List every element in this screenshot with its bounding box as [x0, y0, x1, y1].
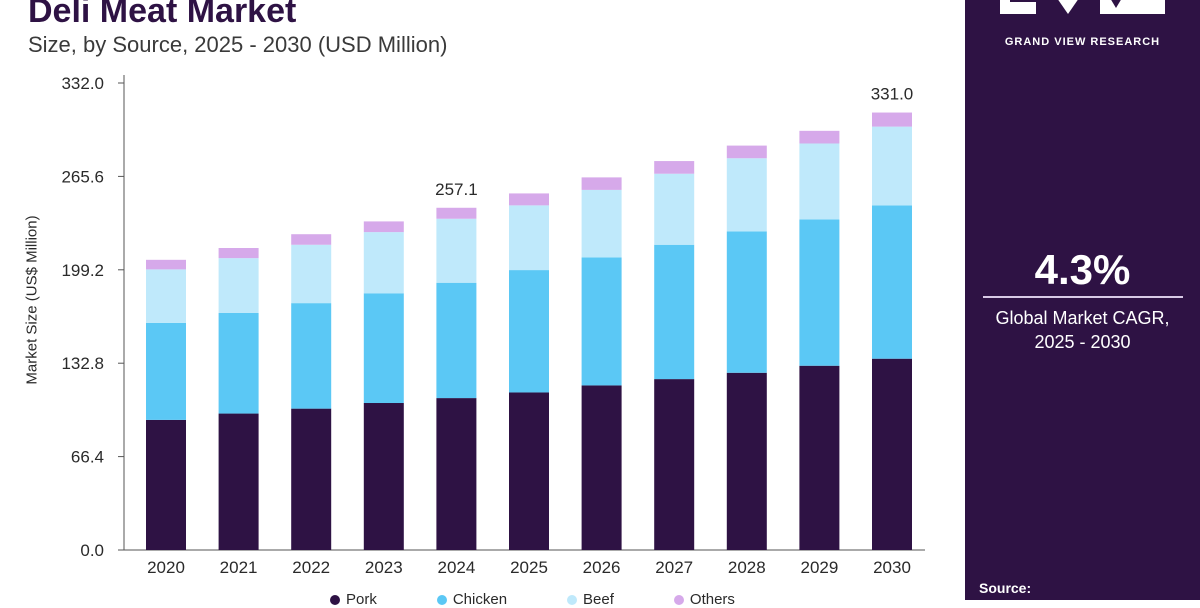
bar-beef-2025	[509, 205, 549, 271]
bar-chicken-2027	[654, 244, 695, 380]
bar-beef-2029	[799, 143, 840, 220]
divider	[983, 296, 1183, 298]
bar-pork-2022	[291, 408, 332, 550]
y-tick-label: 132.8	[61, 354, 104, 373]
grand-view-research-logo	[1000, 0, 1165, 14]
bar-chicken-2021	[218, 312, 259, 414]
x-tick-label: 2028	[728, 558, 766, 577]
bar-chicken-2028	[726, 231, 767, 373]
bar-beef-2028	[726, 158, 767, 232]
brand-name: GRAND VIEW RESEARCH	[1004, 36, 1161, 48]
bar-others-2023	[363, 221, 404, 233]
y-tick-label: 199.2	[61, 261, 104, 280]
bar-beef-2021	[218, 258, 259, 313]
x-tick-label: 2027	[655, 558, 693, 577]
data-label: 331.0	[871, 85, 914, 104]
x-tick-label: 2030	[873, 558, 911, 577]
bar-pork-2021	[218, 413, 259, 550]
bar-others-2024	[436, 207, 477, 219]
x-tick-label: 2025	[510, 558, 548, 577]
stacked-bar-chart: 0.0 66.4 132.8 199.2 265.6 332.0 2020 2021 2022 2…	[61, 74, 925, 577]
bar-beef-2030	[872, 126, 912, 206]
bar-chicken-2026	[581, 257, 622, 386]
bar-chicken-2030	[872, 205, 912, 359]
chart-subtitle: Size, by Source, 2025 - 2030 (USD Millio…	[28, 32, 448, 57]
y-tick-label: 0.0	[80, 541, 104, 560]
bar-pork-2020	[146, 419, 186, 550]
bar-chicken-2020	[146, 322, 186, 420]
bar-beef-2020	[146, 269, 186, 323]
bar-pork-2027	[654, 379, 695, 550]
chart-title: Deli Meat Market	[28, 0, 297, 30]
bar-others-2022	[291, 234, 332, 245]
bar-beef-2022	[291, 244, 332, 304]
x-tick-label: 2021	[220, 558, 258, 577]
x-tick-label: 2023	[365, 558, 403, 577]
cagr-value: 4.3%	[1034, 246, 1131, 293]
x-tick-label: 2022	[292, 558, 330, 577]
data-label: 257.1	[435, 180, 478, 199]
source-label: Source:	[979, 580, 1032, 596]
x-tick-label: 2024	[437, 558, 475, 577]
cagr-label-line2: 2025 - 2030	[1034, 332, 1131, 352]
x-tick-label: 2026	[583, 558, 621, 577]
bar-beef-2023	[363, 232, 404, 294]
bar-others-2021	[218, 247, 259, 259]
bar-others-2029	[799, 130, 840, 144]
bar-others-2020	[146, 259, 186, 270]
bar-others-2027	[654, 161, 695, 174]
bar-pork-2029	[799, 365, 840, 550]
bar-others-2028	[726, 145, 767, 159]
bar-beef-2027	[654, 173, 695, 245]
bar-chicken-2025	[509, 270, 549, 393]
bar-pork-2024	[436, 398, 477, 550]
bar-others-2025	[509, 193, 549, 206]
bar-pork-2028	[726, 372, 767, 550]
y-tick-label: 66.4	[71, 448, 104, 467]
bar-pork-2030	[872, 358, 912, 550]
bar-others-2030	[872, 112, 912, 127]
bar-beef-2024	[436, 218, 477, 283]
y-tick-label: 265.6	[61, 167, 104, 186]
bar-pork-2026	[581, 385, 622, 550]
summary-panel: GRAND VIEW RESEARCH 4.3% Global Market C…	[965, 0, 1200, 600]
cagr-label: Global Market CAGR, 2025 - 2030	[965, 306, 1200, 354]
bar-chicken-2024	[436, 282, 477, 399]
cagr-label-line1: Global Market CAGR,	[995, 308, 1170, 328]
bar-pork-2025	[509, 392, 549, 550]
bar-chicken-2029	[799, 219, 840, 366]
bar-beef-2026	[581, 189, 622, 258]
x-tick-label: 2029	[800, 558, 838, 577]
y-tick-label: 332.0	[61, 74, 104, 93]
bar-chicken-2022	[291, 303, 332, 409]
bar-pork-2023	[363, 403, 404, 550]
bar-chicken-2023	[363, 293, 404, 404]
x-tick-label: 2020	[147, 558, 185, 577]
bar-others-2026	[581, 177, 622, 190]
